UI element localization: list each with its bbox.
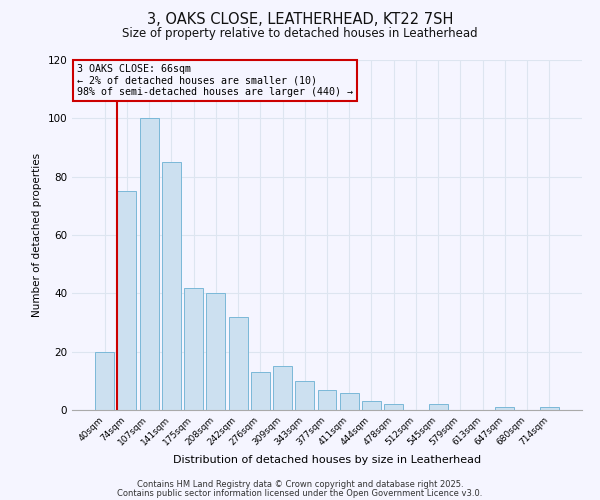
Bar [206,294,225,410]
Bar [317,390,337,410]
Bar [184,288,203,410]
Bar [251,372,270,410]
Text: 3 OAKS CLOSE: 66sqm
← 2% of detached houses are smaller (10)
98% of semi-detache: 3 OAKS CLOSE: 66sqm ← 2% of detached hou… [77,64,353,96]
Bar [429,404,448,410]
Bar [140,118,158,410]
Text: Contains HM Land Registry data © Crown copyright and database right 2025.: Contains HM Land Registry data © Crown c… [137,480,463,489]
Text: Contains public sector information licensed under the Open Government Licence v3: Contains public sector information licen… [118,488,482,498]
Bar [295,381,314,410]
Bar [273,366,292,410]
Bar [540,407,559,410]
X-axis label: Distribution of detached houses by size in Leatherhead: Distribution of detached houses by size … [173,456,481,466]
Bar [118,192,136,410]
Bar [162,162,181,410]
Bar [496,407,514,410]
Bar [384,404,403,410]
Bar [340,392,359,410]
Text: 3, OAKS CLOSE, LEATHERHEAD, KT22 7SH: 3, OAKS CLOSE, LEATHERHEAD, KT22 7SH [147,12,453,28]
Bar [95,352,114,410]
Bar [229,316,248,410]
Text: Size of property relative to detached houses in Leatherhead: Size of property relative to detached ho… [122,28,478,40]
Bar [362,401,381,410]
Y-axis label: Number of detached properties: Number of detached properties [32,153,42,317]
